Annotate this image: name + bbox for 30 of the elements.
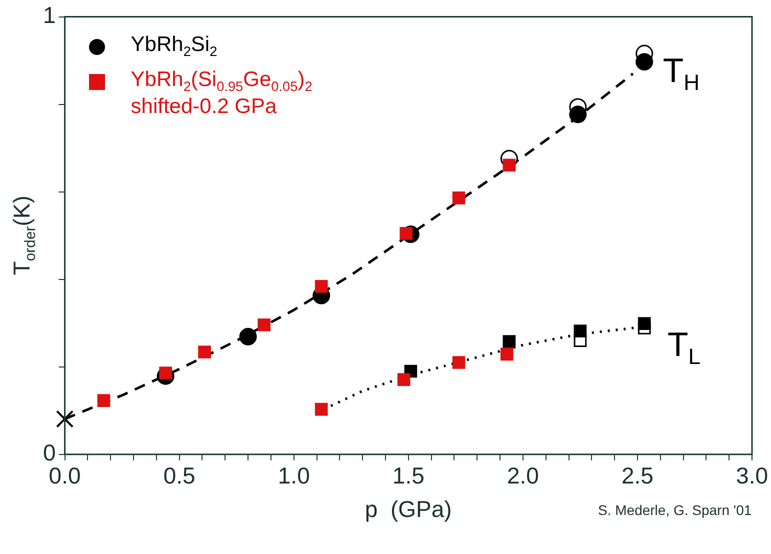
text: YbRh$_{2}$(Si$_{0.95}$Ge$_{0.05}$)$_{2}$ shifted-0.2 GPa xyxy=(130,68,312,118)
point xyxy=(636,53,654,71)
x-tick-label: 1.0 xyxy=(278,462,310,489)
point xyxy=(314,280,328,293)
point xyxy=(239,328,257,346)
x-tick-label: 1.5 xyxy=(392,462,424,489)
legend-label: YbRh$_{2}$Si$_{2}$ xyxy=(130,32,218,60)
point xyxy=(569,106,587,124)
x-tick-label: 2.5 xyxy=(621,462,654,489)
point xyxy=(500,348,514,361)
text: S. Mederle, G. Sparn '01 xyxy=(598,502,752,518)
point xyxy=(574,324,587,338)
x-tick-label: 2.0 xyxy=(506,462,539,489)
y-tick-label: 1 xyxy=(42,2,56,28)
x-axis-title: p (GPa) xyxy=(364,496,452,523)
annotation: T$_{H}$ xyxy=(662,52,700,96)
point xyxy=(638,317,651,330)
point xyxy=(502,158,516,172)
point xyxy=(452,356,466,369)
point xyxy=(502,335,516,348)
point xyxy=(258,318,270,332)
annotation: T$_{L}$ xyxy=(667,326,701,370)
point xyxy=(56,410,74,428)
point xyxy=(397,373,410,386)
point xyxy=(198,346,211,358)
point xyxy=(97,394,110,407)
x-tick-label: 0.5 xyxy=(163,462,196,489)
point xyxy=(314,402,328,416)
x-tick-label: 3.0 xyxy=(736,462,768,489)
point xyxy=(452,192,466,204)
